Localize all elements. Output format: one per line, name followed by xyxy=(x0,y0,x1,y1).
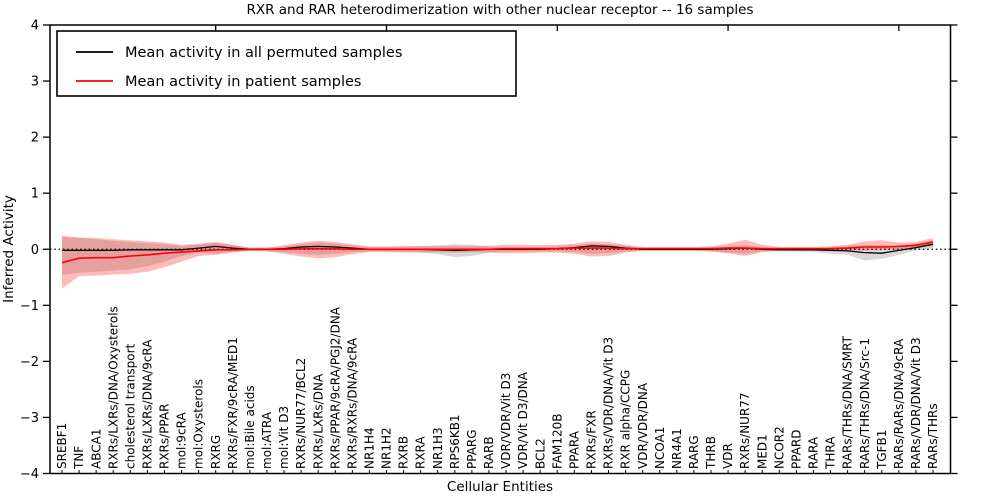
x-category-label: mol:Oxysterols xyxy=(192,379,206,469)
x-category-label: RARs/THRs xyxy=(926,403,940,469)
y-tick-label: −1 xyxy=(20,299,39,314)
x-category-label: ABCA1 xyxy=(89,429,103,469)
chart-title: RXR and RAR heterodimerization with othe… xyxy=(246,2,753,18)
x-category-label: NCOA1 xyxy=(653,427,667,469)
x-category-label: RARs/VDR/DNA/Vit D3 xyxy=(909,337,923,469)
x-category-label: NR4A1 xyxy=(670,428,684,469)
x-category-label: PPARA xyxy=(567,430,581,469)
x-category-label: mol:Bile acids xyxy=(243,385,257,469)
x-category-label: RARG xyxy=(687,435,701,469)
legend: Mean activity in all permuted samples Me… xyxy=(56,30,517,97)
x-axis-label: Cellular Entities xyxy=(447,479,553,495)
y-tick-label: −3 xyxy=(20,411,39,426)
y-tick-label: −4 xyxy=(20,467,39,482)
x-category-label: RXRA xyxy=(414,436,428,469)
x-category-label: mol:9cRA xyxy=(175,412,189,469)
x-category-label: mol:ATRA xyxy=(260,411,274,469)
x-category-label: cholesterol transport xyxy=(123,343,137,469)
x-category-label: THRA xyxy=(824,436,838,470)
x-category-label: RXRG xyxy=(209,435,223,469)
x-category-label: NR1H2 xyxy=(380,427,394,469)
x-category-label: RXRs/PPAR/9cRA/PGJ2/DNA xyxy=(328,306,342,469)
x-category-label: NR1H3 xyxy=(431,427,445,469)
axes-frame xyxy=(49,24,952,475)
x-category-label: VDR/VDR/DNA xyxy=(636,382,650,469)
legend-label-permuted: Mean activity in all permuted samples xyxy=(125,45,402,61)
y-tick-label: 2 xyxy=(31,131,39,146)
x-category-label: PPARD xyxy=(789,430,803,470)
x-category-label: NCOR2 xyxy=(772,426,786,469)
x-category-label: VDR/VDR/Vit D3 xyxy=(499,373,513,469)
x-category-label: RXRs/RXRs/DNA/9cRA xyxy=(345,337,359,469)
x-category-label: RXRs/LXRs/DNA/Oxysterols xyxy=(106,306,120,469)
x-category-label: MED1 xyxy=(755,434,769,469)
x-category-label: VDR/Vit D3/DNA xyxy=(516,371,530,469)
x-category-label: RXRs/FXR xyxy=(584,410,598,469)
y-tick-label: 4 xyxy=(31,19,39,34)
x-category-label: RXRs/PPAR xyxy=(158,404,172,469)
y-tick-label: 3 xyxy=(31,75,39,90)
x-category-label: THRB xyxy=(704,436,718,470)
x-category-label: RARB xyxy=(482,436,496,469)
x-category-label: RXRs/NUR77 xyxy=(738,392,752,469)
x-category-label: RXRs/LXRs/DNA/9cRA xyxy=(140,339,154,469)
x-category-label: SREBF1 xyxy=(55,423,69,469)
legend-label-patient: Mean activity in patient samples xyxy=(125,74,361,90)
x-category-label: RXRs/FXR/9cRA/MED1 xyxy=(226,337,240,469)
y-tick-label: 0 xyxy=(31,243,39,258)
legend-box xyxy=(56,30,517,97)
y-tick-label: −2 xyxy=(20,355,39,370)
x-category-label: RARs/RARs/DNA/9cRA xyxy=(892,338,906,469)
x-category-label: RARs/THRs/DNA/Src-1 xyxy=(858,338,872,469)
x-category-label: RPS6KB1 xyxy=(448,414,462,469)
x-category-label: RXR alpha/CCPG xyxy=(619,370,633,469)
x-category-label: mol:Vit D3 xyxy=(277,406,291,469)
line-patient xyxy=(61,241,934,264)
x-category-label: RARA xyxy=(807,436,821,469)
band-patient xyxy=(62,235,933,289)
x-category-label: PPARG xyxy=(465,429,479,469)
y-tick-label: 1 xyxy=(31,187,39,202)
y-axis-label: Inferred Activity xyxy=(1,195,17,303)
x-category-label: FAM120B xyxy=(550,414,564,470)
x-category-label: TGFB1 xyxy=(875,430,889,470)
x-category-label: RXRs/VDR/DNA/Vit D3 xyxy=(602,337,616,469)
x-category-label: RXRs/LXRs/DNA xyxy=(311,373,325,469)
x-category-label: NR1H4 xyxy=(362,427,376,469)
x-category-label: BCL2 xyxy=(533,438,547,469)
x-category-label: RXRB xyxy=(397,436,411,469)
x-category-label: RARs/THRs/DNA/SMRT xyxy=(841,335,855,469)
x-category-label: RXRs/NUR77/BCL2 xyxy=(294,358,308,469)
x-category-label: TNF xyxy=(72,446,86,470)
x-category-label: VDR xyxy=(721,443,735,469)
